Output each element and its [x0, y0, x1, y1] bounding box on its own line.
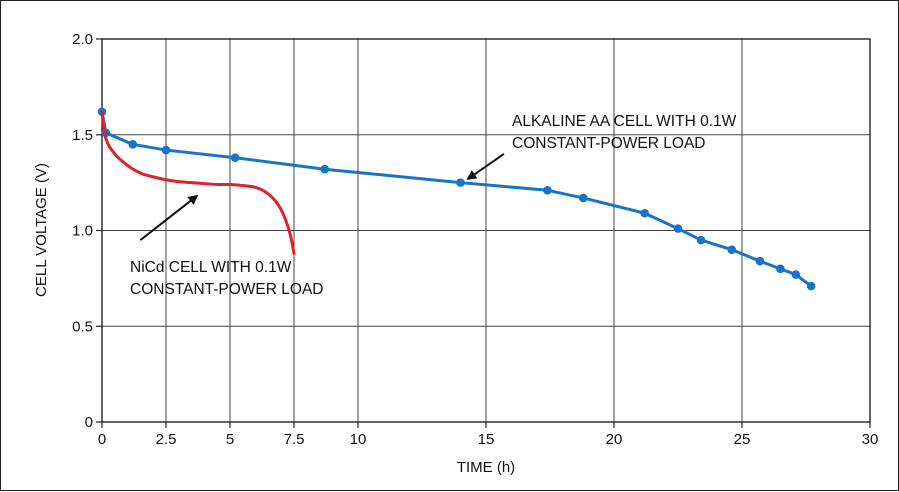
x-tick-label-5: 15 [478, 431, 495, 448]
y-tick-label-2: 1.0 [72, 223, 93, 240]
annotation-0-line-0: ALKALINE AA CELL WITH 0.1W [512, 113, 737, 130]
annotation-arrow-1 [139, 194, 199, 241]
annotations-group: ALKALINE AA CELL WITH 0.1W CONSTANT-POWER… [130, 113, 737, 298]
annotation-1-line-0: NiCd CELL WITH 0.1W [130, 259, 292, 276]
x-tick-label-4: 10 [350, 431, 367, 448]
series-0-point-6 [456, 178, 465, 187]
x-tick-label-2: 5 [226, 431, 234, 448]
y-tick-label-1: 0.5 [72, 318, 93, 335]
grid [102, 39, 870, 422]
y-tick-label-3: 1.5 [72, 127, 93, 144]
annotation-arrow-0 [466, 153, 505, 180]
series-line-1 [100, 110, 296, 255]
y-tick-label-0: 0 [85, 414, 93, 431]
series-0-point-3 [161, 145, 171, 155]
series-group [97, 107, 816, 291]
tick-labels: 0 2.5 5 7.5 10 15 20 25 30 0 0.5 1.0 1.5 2.0 [72, 31, 878, 448]
series-0-point-16 [806, 281, 816, 291]
series-0-point-10 [673, 224, 683, 233]
x-tick-label-8: 30 [862, 431, 879, 448]
x-tick-label-0: 0 [98, 431, 106, 448]
y-tick-label-4: 2.0 [72, 31, 93, 48]
series-0-point-12 [727, 245, 737, 254]
series-0-point-13 [755, 256, 765, 266]
y-axis-title: CELL VOLTAGE (V) [33, 163, 50, 297]
annotation-label-1: NiCd CELL WITH 0.1W CONSTANT-POWER LOAD [130, 259, 323, 298]
x-axis-title: TIME (h) [457, 459, 515, 476]
series-0-point-14 [776, 264, 785, 274]
series-0-point-9 [640, 208, 650, 218]
x-tick-label-1: 2.5 [156, 431, 177, 448]
x-tick-label-7: 25 [734, 431, 751, 448]
x-tick-label-6: 20 [606, 431, 623, 448]
series-0-point-15 [791, 270, 801, 279]
annotation-0-line-1: CONSTANT-POWER LOAD [512, 135, 705, 152]
series-0-point-4 [230, 153, 240, 163]
series-0-point-2 [128, 140, 138, 149]
series-0-point-8 [578, 193, 588, 203]
annotation-1-line-1: CONSTANT-POWER LOAD [130, 281, 323, 298]
annotation-label-0: ALKALINE AA CELL WITH 0.1W CONSTANT-POWER… [512, 113, 737, 152]
series-0-point-7 [543, 185, 552, 195]
x-tick-label-3: 7.5 [284, 431, 305, 448]
series-0-point-11 [696, 235, 706, 245]
series-0-point-5 [320, 164, 330, 174]
